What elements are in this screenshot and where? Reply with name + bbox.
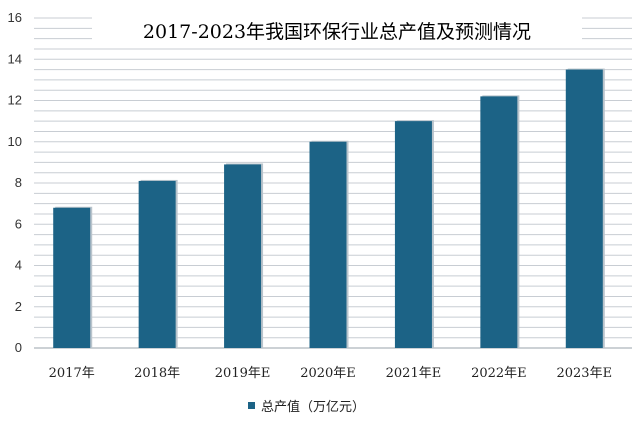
legend-label: 总产值（万亿元） [261, 399, 365, 415]
y-tick-label: 2 [15, 299, 22, 314]
chart-title: 2017-2023年我国环保行业总产值及预测情况 [143, 21, 531, 43]
x-category-label: 2021年E [386, 366, 442, 381]
legend: 总产值（万亿元） [248, 399, 365, 415]
x-category-label: 2019年E [215, 366, 271, 381]
x-category-label: 2020年E [300, 366, 356, 381]
bar-0 [53, 207, 91, 348]
bar-1 [138, 180, 176, 348]
bar-2 [224, 164, 262, 348]
y-axis-ticks: 0 2 4 6 8 10 12 14 16 [8, 10, 22, 355]
bar-3 [309, 141, 347, 348]
y-tick-label: 4 [15, 258, 22, 273]
y-tick-label: 10 [8, 134, 22, 149]
x-category-label: 2023年E [556, 366, 612, 381]
y-tick-label: 0 [15, 340, 22, 355]
bars [53, 68, 605, 348]
y-tick-label: 6 [15, 216, 22, 231]
y-tick-label: 12 [8, 93, 22, 108]
x-category-label: 2018年 [134, 366, 180, 381]
x-axis-categories: 2017年 2018年 2019年E 2020年E 2021年E 2022年E 2023年E [49, 366, 612, 381]
x-category-label: 2017年 [49, 366, 95, 381]
title-backdrop [92, 12, 582, 48]
bar-4 [394, 121, 432, 348]
bar-5 [480, 96, 518, 348]
y-tick-label: 16 [8, 10, 22, 25]
legend-swatch [248, 402, 255, 409]
bar-6 [565, 69, 603, 348]
y-tick-label: 8 [15, 175, 22, 190]
x-category-label: 2022年E [471, 366, 527, 381]
y-tick-label: 14 [8, 51, 22, 66]
